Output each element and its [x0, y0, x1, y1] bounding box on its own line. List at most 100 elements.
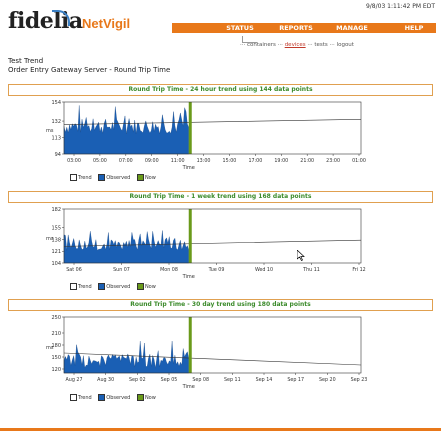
x-tick-label: 21:00 [300, 158, 314, 164]
legend-observed-swatch [98, 174, 106, 181]
x-tick-label: Sep 23 [351, 377, 368, 383]
legend-now-label: Now [144, 175, 156, 181]
x-tick-label: Fri 12 [352, 267, 365, 273]
y-tick-label: 104 [51, 261, 61, 267]
chart-1week: 104 121 138 155 182 ms Sat 06 Sun 07 Mon 08 Tue 0… [46, 207, 366, 280]
y-tick-label: 210 [51, 331, 61, 337]
x-tick-label: Sep 11 [224, 377, 241, 383]
current-datetime: 9/8/03 1:11:42 PM EDT [365, 3, 435, 10]
legend-now-swatch [136, 394, 144, 401]
x-tick-label: 13:00 [197, 158, 211, 164]
now-marker [188, 317, 192, 373]
breadcrumb-separator: ··· [277, 42, 283, 48]
x-tick-label: Sat 06 [66, 267, 82, 273]
x-tick-label: 23:00 [326, 158, 340, 164]
y-tick-label: 150 [51, 355, 61, 361]
page-title: Test Trend Order Entry Gateway Server - … [8, 57, 170, 75]
legend-trend-label: Trend [78, 284, 92, 290]
chart-title-24h: Round Trip Time - 24 hour trend using 14… [8, 84, 433, 96]
nav-status[interactable]: STATUS [226, 24, 254, 32]
x-tick-label: Sep 02 [129, 377, 146, 383]
plot-frame [63, 101, 362, 155]
x-tick-label: Sep 05 [161, 377, 178, 383]
observed-series [63, 230, 189, 264]
legend-now-swatch [136, 283, 144, 290]
legend-observed-swatch [98, 283, 106, 290]
observed-series [63, 105, 189, 155]
breadcrumb-logout[interactable]: logout [336, 42, 354, 48]
legend-24h: Trend Observed Now [70, 174, 161, 181]
legend-1week: Trend Observed Now [70, 283, 161, 290]
legend-trend-swatch [70, 283, 77, 290]
trend-line [63, 239, 362, 247]
y-tick-label: 154 [51, 100, 61, 106]
x-tick-label: 19:00 [274, 158, 288, 164]
breadcrumb-tests[interactable]: tests [314, 42, 328, 48]
x-tick-label: 05:00 [93, 158, 107, 164]
x-tick-label: 01:00 [352, 158, 366, 164]
legend-30day: Trend Observed Now [70, 394, 161, 401]
legend-observed-label: Observed [106, 395, 131, 401]
x-tick-label: 17:00 [248, 158, 262, 164]
page-title-line1: Test Trend [8, 57, 44, 65]
y-tick-label: 94 [55, 152, 61, 158]
legend-trend-label: Trend [78, 395, 92, 401]
nav-help[interactable]: HELP [404, 24, 424, 32]
plot-frame [63, 316, 362, 374]
chart-24h: 94 113 132 154 ms 03:00 05:00 07:00 09:00 11:00 13… [46, 100, 366, 171]
now-marker [188, 102, 192, 154]
y-tick-label: 113 [51, 136, 61, 142]
legend-trend-label: Trend [78, 175, 92, 181]
chart-30day: 120 150 180 210 250 ms Aug 27 Aug 30 Sep 02 Sep 0… [46, 315, 368, 390]
x-tick-label: Tue 09 [208, 267, 225, 273]
x-tick-label: Sep 17 [287, 377, 304, 383]
breadcrumb: ··· containers ··· devices ··· tests ···… [240, 42, 354, 48]
y-axis-label: ms [46, 128, 54, 134]
breadcrumb-containers[interactable]: containers [247, 42, 276, 48]
breadcrumb-separator: ··· [329, 42, 335, 48]
y-tick-label: 121 [51, 249, 61, 255]
y-tick-label: 250 [51, 315, 61, 321]
x-axis-label: Time [182, 384, 195, 390]
fidelia-logo: fidelia [8, 8, 83, 34]
breadcrumb-separator: ··· [307, 42, 313, 48]
trend-line [63, 352, 362, 366]
legend-trend-swatch [70, 394, 77, 401]
x-tick-label: Sep 08 [192, 377, 209, 383]
now-marker [188, 209, 192, 263]
legend-observed-label: Observed [106, 284, 131, 290]
y-tick-label: 180 [51, 343, 61, 349]
y-tick-label: 120 [51, 367, 61, 373]
breadcrumb-separator: ··· [240, 42, 246, 48]
x-tick-label: Sep 14 [256, 377, 273, 383]
x-tick-label: 15:00 [223, 158, 237, 164]
y-axis-label: ms [46, 236, 54, 242]
x-tick-label: Aug 30 [97, 377, 114, 383]
breadcrumb-devices[interactable]: devices [284, 42, 306, 48]
x-tick-label: Mon 08 [160, 267, 178, 273]
nav-manage[interactable]: MANAGE [336, 24, 368, 32]
y-tick-label: 182 [51, 207, 61, 213]
breadcrumb-connector [242, 36, 257, 43]
x-tick-label: 03:00 [67, 158, 81, 164]
legend-trend-swatch [70, 174, 77, 181]
logo-swoosh-icon [52, 10, 70, 26]
legend-now-label: Now [144, 284, 156, 290]
nav-reports[interactable]: REPORTS [279, 24, 313, 32]
x-tick-label: 11:00 [171, 158, 185, 164]
observed-series [63, 341, 189, 374]
x-tick-label: Aug 27 [66, 377, 83, 383]
x-tick-label: Wed 10 [255, 267, 273, 273]
page-title-line2: Order Entry Gateway Server - Round Trip … [8, 66, 171, 74]
x-axis-label: Time [182, 165, 195, 171]
x-axis-label: Time [182, 274, 195, 280]
legend-now-swatch [136, 174, 144, 181]
product-name: NetVigil [82, 16, 131, 31]
y-tick-label: 138 [51, 237, 61, 243]
mouse-cursor-icon [297, 250, 305, 261]
plot-frame [63, 208, 362, 264]
legend-now-label: Now [144, 395, 156, 401]
x-tick-label: Sun 07 [113, 267, 130, 273]
x-tick-label: 09:00 [145, 158, 159, 164]
x-tick-label: Sep 20 [319, 377, 336, 383]
